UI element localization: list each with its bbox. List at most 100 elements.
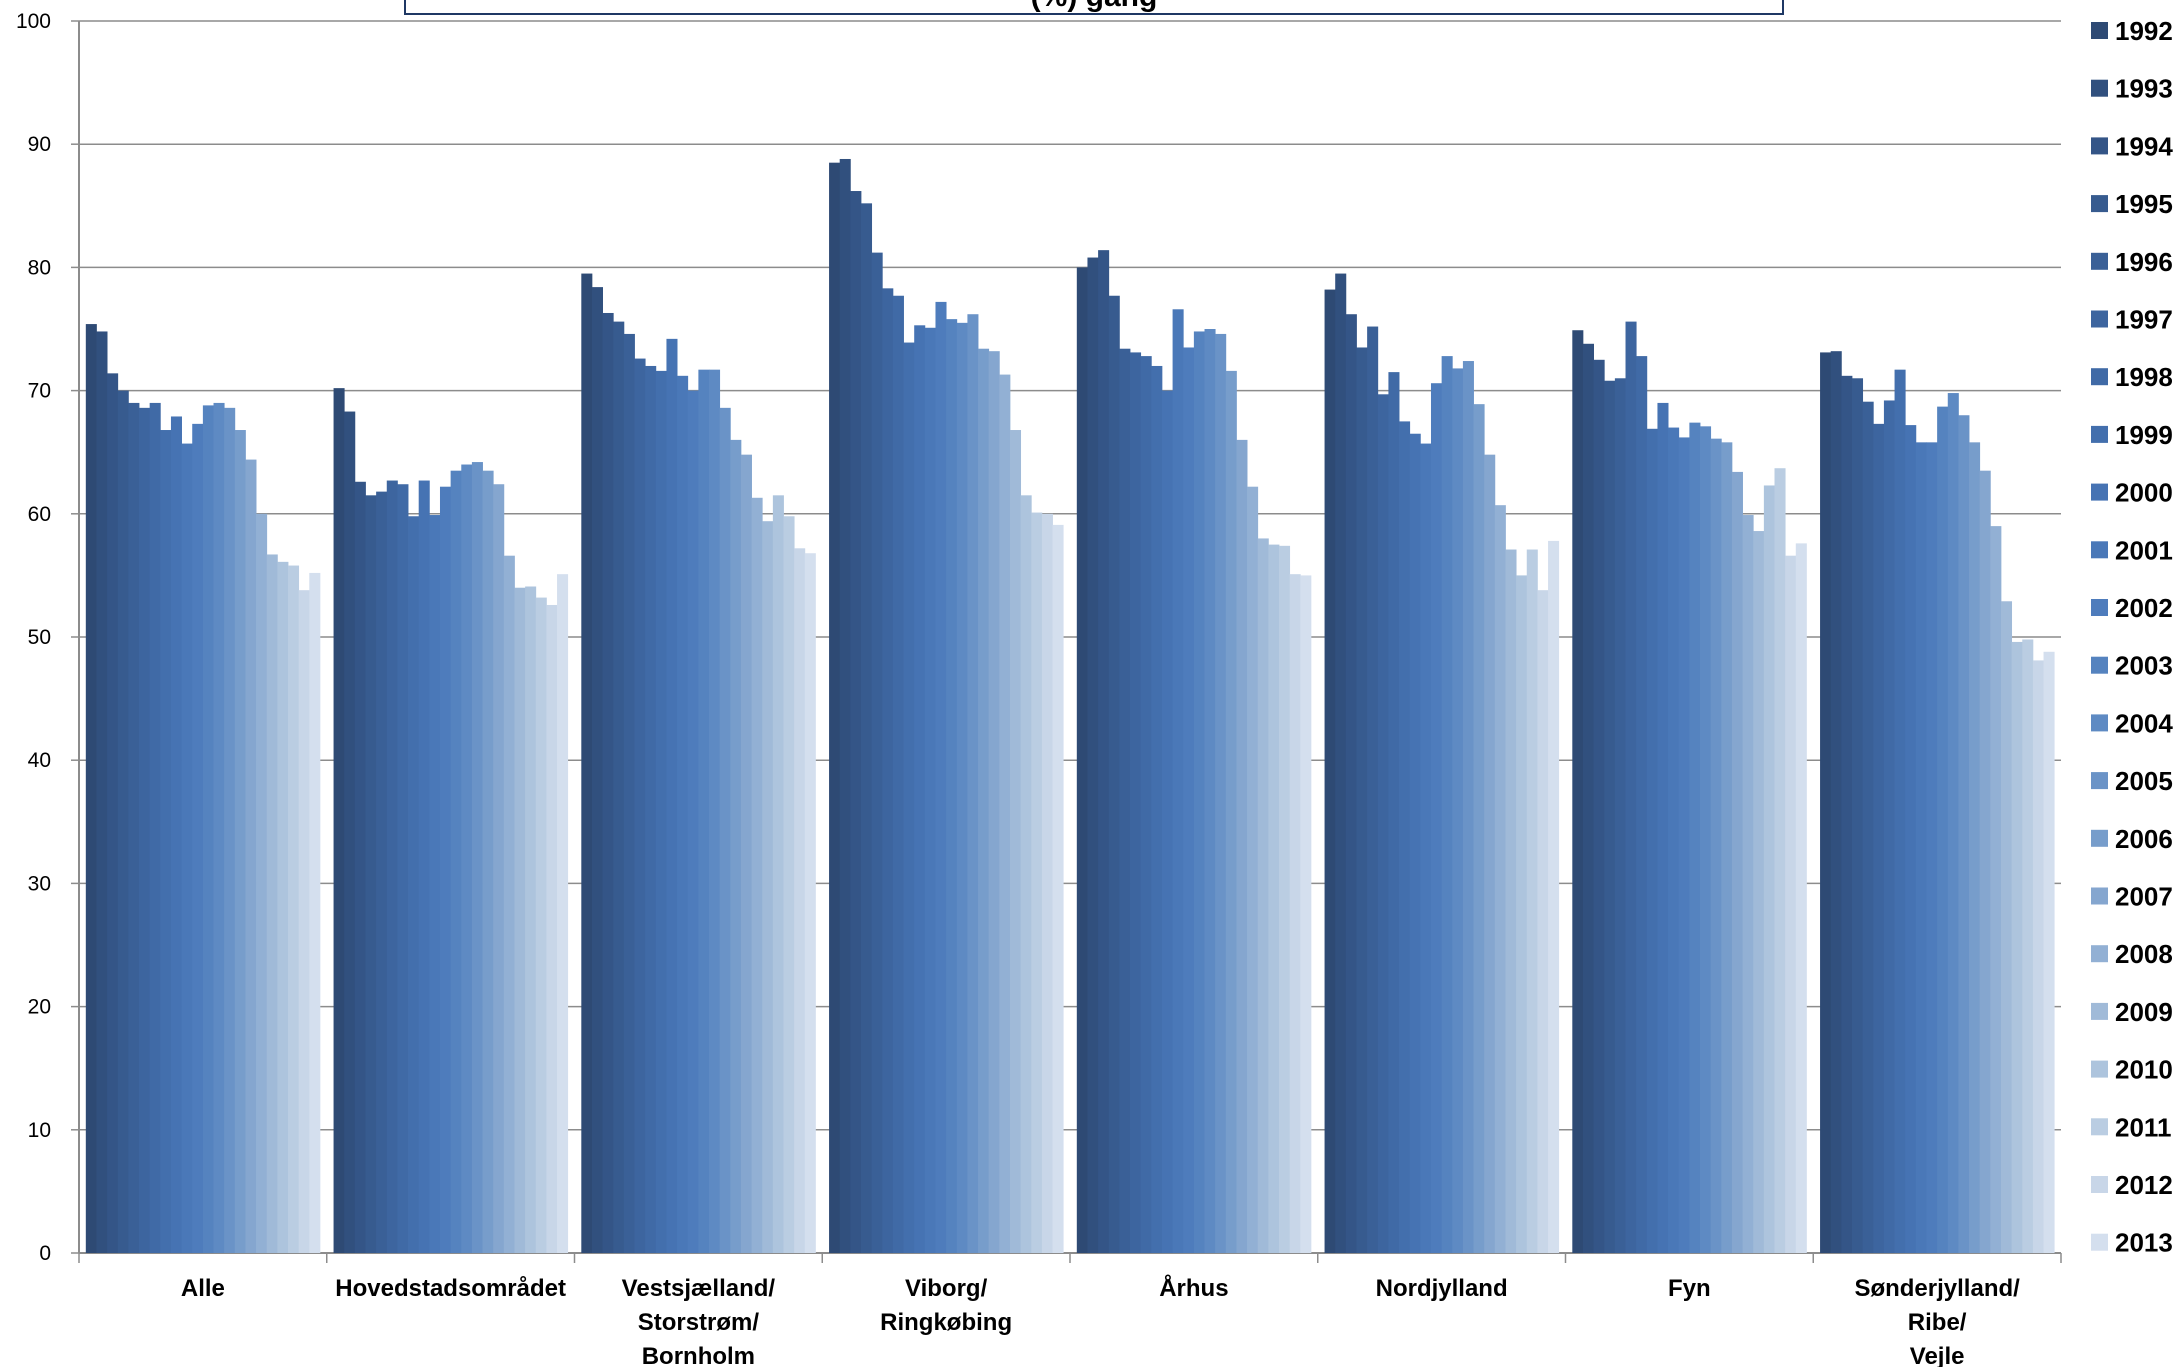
bar-2004-7 bbox=[1947, 393, 1959, 1253]
legend-label: 2007 bbox=[2115, 882, 2173, 912]
bar-1998-3 bbox=[892, 295, 904, 1253]
bar-2006-7 bbox=[1969, 442, 1981, 1254]
bar-2007-5 bbox=[1484, 454, 1496, 1253]
bar-2013-0 bbox=[309, 572, 321, 1253]
x-category-label: Nordjylland bbox=[1376, 1275, 1508, 1302]
bar-1995-1 bbox=[365, 495, 377, 1253]
y-tick-labels: 0 10 20 30 40 50 60 70 80 90 100 bbox=[16, 10, 51, 1265]
legend-swatch-1997 bbox=[2091, 310, 2108, 328]
bar-2000-1 bbox=[418, 480, 430, 1253]
bar-2000-4 bbox=[1161, 390, 1173, 1254]
x-category-label: Århus bbox=[1159, 1274, 1228, 1302]
legend-label: 2010 bbox=[2115, 1055, 2173, 1085]
bar-2010-4 bbox=[1268, 544, 1280, 1253]
bar-1997-1 bbox=[386, 480, 398, 1253]
bar-1999-0 bbox=[160, 430, 172, 1253]
bar-2005-0 bbox=[224, 407, 236, 1254]
bar-1999-2 bbox=[655, 370, 667, 1253]
bar-1993-4 bbox=[1087, 257, 1099, 1253]
x-category-label: Vestsjælland/ bbox=[622, 1275, 776, 1302]
y-tick-label: 30 bbox=[28, 872, 51, 895]
legend-swatch-2005 bbox=[2091, 772, 2108, 790]
legend-label: 2006 bbox=[2115, 824, 2173, 854]
bar-2013-7 bbox=[2043, 651, 2055, 1253]
bar-1997-2 bbox=[634, 358, 646, 1253]
legend-swatch-1993 bbox=[2091, 79, 2108, 97]
y-tick-label: 50 bbox=[28, 626, 51, 649]
legend-swatch-2011 bbox=[2091, 1118, 2108, 1136]
bar-1998-7 bbox=[1883, 400, 1895, 1254]
legend-swatch-2013 bbox=[2091, 1233, 2108, 1251]
bar-2007-3 bbox=[988, 351, 1000, 1253]
bar-2008-0 bbox=[256, 513, 268, 1253]
bar-2001-1 bbox=[429, 515, 441, 1253]
bar-2007-6 bbox=[1731, 471, 1743, 1253]
bar-1994-7 bbox=[1841, 375, 1853, 1253]
bar-1993-3 bbox=[839, 158, 851, 1254]
bar-2011-5 bbox=[1526, 549, 1538, 1253]
bar-1998-2 bbox=[645, 365, 657, 1254]
bar-1999-3 bbox=[903, 342, 915, 1253]
legend-swatch-2006 bbox=[2091, 829, 2108, 847]
bar-1995-6 bbox=[1604, 380, 1616, 1253]
bar-2011-0 bbox=[288, 565, 300, 1253]
bar-1994-5 bbox=[1345, 314, 1357, 1254]
legend-label: 1994 bbox=[2115, 131, 2173, 161]
bar-1997-4 bbox=[1130, 352, 1142, 1253]
bar-2012-2 bbox=[794, 548, 806, 1253]
legend-swatch-2001 bbox=[2091, 541, 2108, 559]
bar-1993-0 bbox=[96, 331, 108, 1254]
bar-2005-7 bbox=[1958, 415, 1970, 1253]
bar-1994-0 bbox=[107, 373, 119, 1254]
bar-2012-5 bbox=[1537, 590, 1549, 1253]
bar-2004-3 bbox=[956, 322, 968, 1254]
legend-label: 1996 bbox=[2115, 247, 2173, 277]
x-category-label: Alle bbox=[181, 1275, 225, 1302]
bar-2008-2 bbox=[751, 497, 763, 1253]
bar-1993-6 bbox=[1582, 343, 1594, 1253]
bar-2001-0 bbox=[181, 443, 193, 1254]
bar-2012-7 bbox=[2032, 660, 2044, 1253]
bar-2003-0 bbox=[202, 405, 214, 1253]
bar-2008-3 bbox=[999, 374, 1011, 1254]
bar-2010-2 bbox=[772, 495, 784, 1253]
bar-2000-2 bbox=[666, 338, 678, 1253]
bar-1997-3 bbox=[882, 288, 894, 1254]
bar-1996-4 bbox=[1119, 348, 1131, 1254]
bar-1992-3 bbox=[829, 162, 841, 1254]
bar-1992-1 bbox=[333, 388, 345, 1253]
bar-2010-7 bbox=[2011, 641, 2023, 1253]
legend-label: 1993 bbox=[2115, 74, 2173, 104]
x-category-labels: Alle Hovedstadsområdet Vestsjælland/Storst… bbox=[181, 1274, 2020, 1367]
bars bbox=[85, 158, 2055, 1254]
legend-label: 1992 bbox=[2115, 16, 2173, 46]
bar-2005-4 bbox=[1215, 333, 1227, 1253]
bar-1992-2 bbox=[581, 273, 593, 1253]
bar-1999-6 bbox=[1646, 428, 1658, 1253]
bar-2002-0 bbox=[192, 423, 204, 1253]
bar-1995-5 bbox=[1356, 347, 1368, 1254]
legend-swatch-2008 bbox=[2091, 945, 2108, 963]
title-box bbox=[404, 0, 1784, 15]
bar-2012-1 bbox=[546, 604, 558, 1253]
bar-2002-5 bbox=[1430, 383, 1443, 1254]
legend-label: 1999 bbox=[2115, 420, 2173, 450]
bar-2013-3 bbox=[1052, 524, 1064, 1253]
legend-label: 2012 bbox=[2115, 1170, 2173, 1200]
legend-label: 2001 bbox=[2115, 535, 2173, 565]
bar-2009-4 bbox=[1257, 538, 1269, 1253]
bar-2003-5 bbox=[1441, 356, 1453, 1254]
legend-label: 2002 bbox=[2115, 593, 2173, 623]
bar-2007-1 bbox=[493, 484, 505, 1254]
bar-2012-0 bbox=[298, 590, 310, 1253]
bar-2002-7 bbox=[1926, 442, 1938, 1254]
bar-2002-4 bbox=[1183, 347, 1195, 1254]
bar-1993-2 bbox=[591, 287, 603, 1253]
bar-2011-3 bbox=[1031, 512, 1043, 1253]
y-tick-label: 90 bbox=[28, 133, 51, 156]
bar-2010-1 bbox=[525, 586, 537, 1253]
bar-1998-6 bbox=[1636, 356, 1648, 1254]
bar-1999-5 bbox=[1399, 421, 1411, 1253]
bar-1992-4 bbox=[1076, 267, 1088, 1253]
